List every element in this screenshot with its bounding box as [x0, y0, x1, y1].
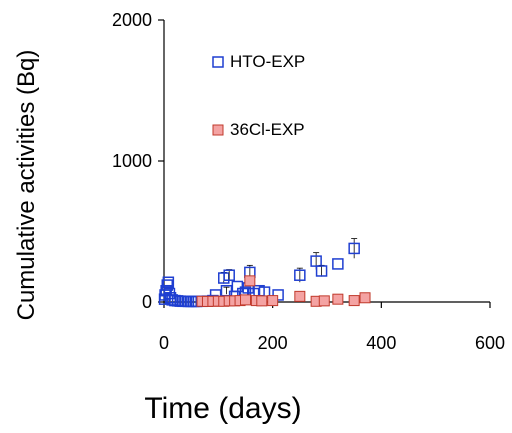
x-axis-label: Time (days)	[144, 392, 301, 425]
data-point-36cl	[256, 295, 268, 307]
data-point-hto	[348, 242, 360, 255]
data-point-hto	[332, 258, 344, 270]
y-axis-ticks: 0 1000 2000	[112, 10, 164, 312]
data-point-hto	[315, 265, 328, 277]
data-points	[158, 238, 371, 308]
data-point-36cl	[332, 293, 344, 305]
data-point-36cl	[294, 290, 306, 302]
y-tick-label: 0	[142, 292, 152, 312]
y-axis-label: Cumulative activities (Bq)	[13, 50, 40, 321]
legend: HTO-EXP 36Cl-EXP	[212, 52, 305, 139]
data-point-36cl	[244, 275, 256, 287]
data-point-hto	[223, 269, 235, 281]
data-point-hto	[162, 276, 175, 289]
data-point-hto	[161, 279, 174, 291]
x-tick-label: 400	[366, 333, 396, 353]
legend-label-36cl: 36Cl-EXP	[230, 120, 305, 139]
data-point-36cl	[240, 294, 251, 306]
y-tick-label: 2000	[112, 10, 152, 30]
legend-label-hto: HTO-EXP	[230, 52, 305, 71]
data-point-36cl	[318, 295, 330, 307]
x-axis-ticks: 0 200 400 600	[159, 302, 505, 353]
data-point-36cl	[348, 295, 360, 307]
x-tick-label: 600	[475, 333, 505, 353]
data-point-36cl	[359, 292, 371, 304]
data-point-hto	[294, 269, 306, 281]
data-point-36cl	[267, 295, 279, 307]
legend-marker-36cl	[212, 124, 224, 136]
x-tick-label: 200	[258, 333, 288, 353]
y-tick-label: 1000	[112, 151, 152, 171]
legend-marker-hto	[212, 56, 224, 68]
x-tick-label: 0	[159, 333, 169, 353]
